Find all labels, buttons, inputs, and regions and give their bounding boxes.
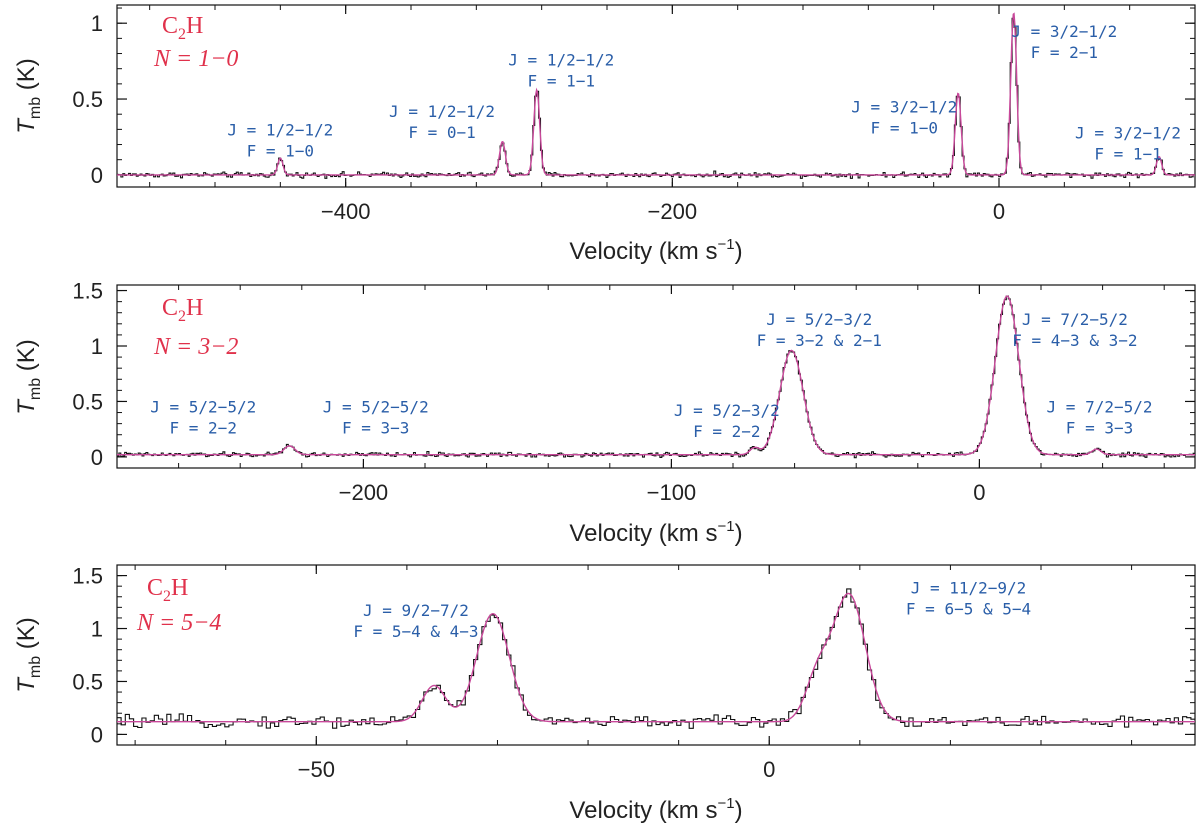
- x-axis-label: Velocity (km s−1): [569, 795, 742, 824]
- fit-curve: [117, 12, 1195, 176]
- annotation-j: J = 9/2−7/2: [363, 601, 469, 620]
- annotation-f: F = 2−2: [170, 419, 237, 438]
- axis-ticks: −200 −100 0 0 0.5 1 1.5: [72, 279, 1195, 505]
- spectrum-group: [117, 12, 1195, 179]
- y-tick-label: 0: [91, 445, 103, 470]
- transition-label: N = 1−0: [153, 46, 238, 72]
- species-label: C2H: [147, 575, 188, 605]
- annotation-f: F = 4−3 & 3−2: [1012, 331, 1137, 350]
- transition-annotations: J = 9/2−7/2 F = 5−4 & 4−3 J = 11/2−9/2 F = …: [353, 579, 1031, 641]
- spectrum-group: [117, 295, 1195, 459]
- y-tick-label: 0.5: [72, 389, 103, 414]
- annotation-f: F = 1−0: [871, 119, 938, 138]
- transition-label: N = 5−4: [136, 610, 221, 636]
- plot-frame: [116, 284, 1196, 469]
- y-axis-label: Tmb (K): [13, 58, 44, 134]
- plot-frame: [116, 564, 1196, 746]
- y-tick-label: 0.5: [72, 87, 103, 112]
- y-tick-label: 0: [91, 722, 103, 747]
- annotation-j: J = 5/2−5/2: [150, 398, 256, 417]
- annotation-f: F = 3−3: [1066, 419, 1133, 438]
- panel-n1-0: −400 −200 000.51 J = 1/2−1/2F = 1−0J = 1/2…: [13, 4, 1196, 265]
- x-tick-label: −200: [339, 480, 389, 505]
- annotation-j: J = 3/2−1/2: [851, 98, 957, 117]
- annotation-f: F = 1−1: [528, 72, 595, 91]
- annotation-f: F = 1−1: [1094, 144, 1161, 163]
- annotation-f: F = 1−0: [247, 141, 314, 160]
- annotation-j: J = 1/2−1/2: [508, 51, 614, 70]
- annotation-j: J = 1/2−1/2: [227, 120, 333, 139]
- y-axis-label: Tmb (K): [13, 617, 44, 693]
- axis-ticks: −50 0 0 0.5 1 1.5: [72, 564, 1195, 782]
- annotation-j: J = 5/2−3/2: [674, 401, 780, 420]
- panel-n3-2: −200 −100 000.511.5 J = 5/2−5/2F = 2−2J = …: [13, 279, 1196, 547]
- x-tick-label: −100: [647, 480, 697, 505]
- y-tick-label: 1: [91, 334, 103, 359]
- y-tick-label: 1.5: [72, 564, 103, 589]
- transition-annotations: J = 1/2−1/2 F = 1−0 J = 1/2−1/2 F = 0−1 J = …: [227, 22, 1181, 164]
- axis-ticks: −400 −200 0 0 0.5 1: [72, 5, 1196, 224]
- transition-annotations: J = 5/2−5/2 F = 2−2 J = 5/2−5/2 F = 3−3 J = …: [150, 310, 1152, 441]
- x-tick-label: 0: [973, 480, 985, 505]
- y-tick-label: 1: [91, 617, 103, 642]
- annotation-j: J = 5/2−3/2: [766, 310, 872, 329]
- annotation-j: J = 3/2−1/2: [1011, 22, 1117, 41]
- annotation-j: J = 1/2−1/2: [389, 102, 495, 121]
- y-tick-label: 0.5: [72, 669, 103, 694]
- x-axis-label: Velocity (km s−1): [569, 236, 742, 265]
- spectrum-group: [117, 588, 1195, 729]
- y-tick-label: 1.5: [72, 279, 103, 304]
- annotation-j: J = 7/2−5/2: [1022, 310, 1128, 329]
- species-label: C2H: [162, 13, 203, 43]
- fit-curve: [117, 295, 1195, 456]
- x-tick-label: 0: [763, 757, 775, 782]
- annotation-j: J = 11/2−9/2: [911, 579, 1027, 598]
- annotation-f: F = 2−2: [693, 422, 760, 441]
- x-axis-label: Velocity (km s−1): [569, 518, 742, 547]
- annotation-f: F = 0−1: [408, 123, 475, 142]
- x-tick-label: −50: [298, 757, 335, 782]
- y-axis-label: Tmb (K): [13, 339, 44, 415]
- y-tick-label: 0: [91, 163, 103, 188]
- observed-spectrum: [117, 588, 1195, 729]
- annotation-f: F = 2−1: [1031, 43, 1098, 62]
- annotation-f: F = 5−4 & 4−3: [353, 622, 478, 641]
- plot-frame: [116, 4, 1196, 188]
- x-tick-label: −200: [648, 199, 698, 224]
- annotation-j: J = 5/2−5/2: [323, 398, 429, 417]
- annotation-f: F = 3−2 & 2−1: [757, 331, 882, 350]
- y-tick-label: 1: [91, 11, 103, 36]
- x-tick-label: 0: [993, 199, 1005, 224]
- annotation-j: J = 3/2−1/2: [1075, 123, 1181, 142]
- fit-curve: [117, 592, 1195, 723]
- annotation-f: F = 6−5 & 5−4: [906, 600, 1031, 619]
- species-label: C2H: [162, 295, 203, 325]
- transition-label: N = 3−2: [153, 334, 238, 360]
- annotation-j: J = 7/2−5/2: [1047, 398, 1153, 417]
- x-tick-label: −400: [321, 199, 371, 224]
- panel-n5-4: −50 000.511.5 J = 9/2−7/2F = 5−4 & 4−3J =…: [13, 564, 1196, 824]
- annotation-f: F = 3−3: [342, 419, 409, 438]
